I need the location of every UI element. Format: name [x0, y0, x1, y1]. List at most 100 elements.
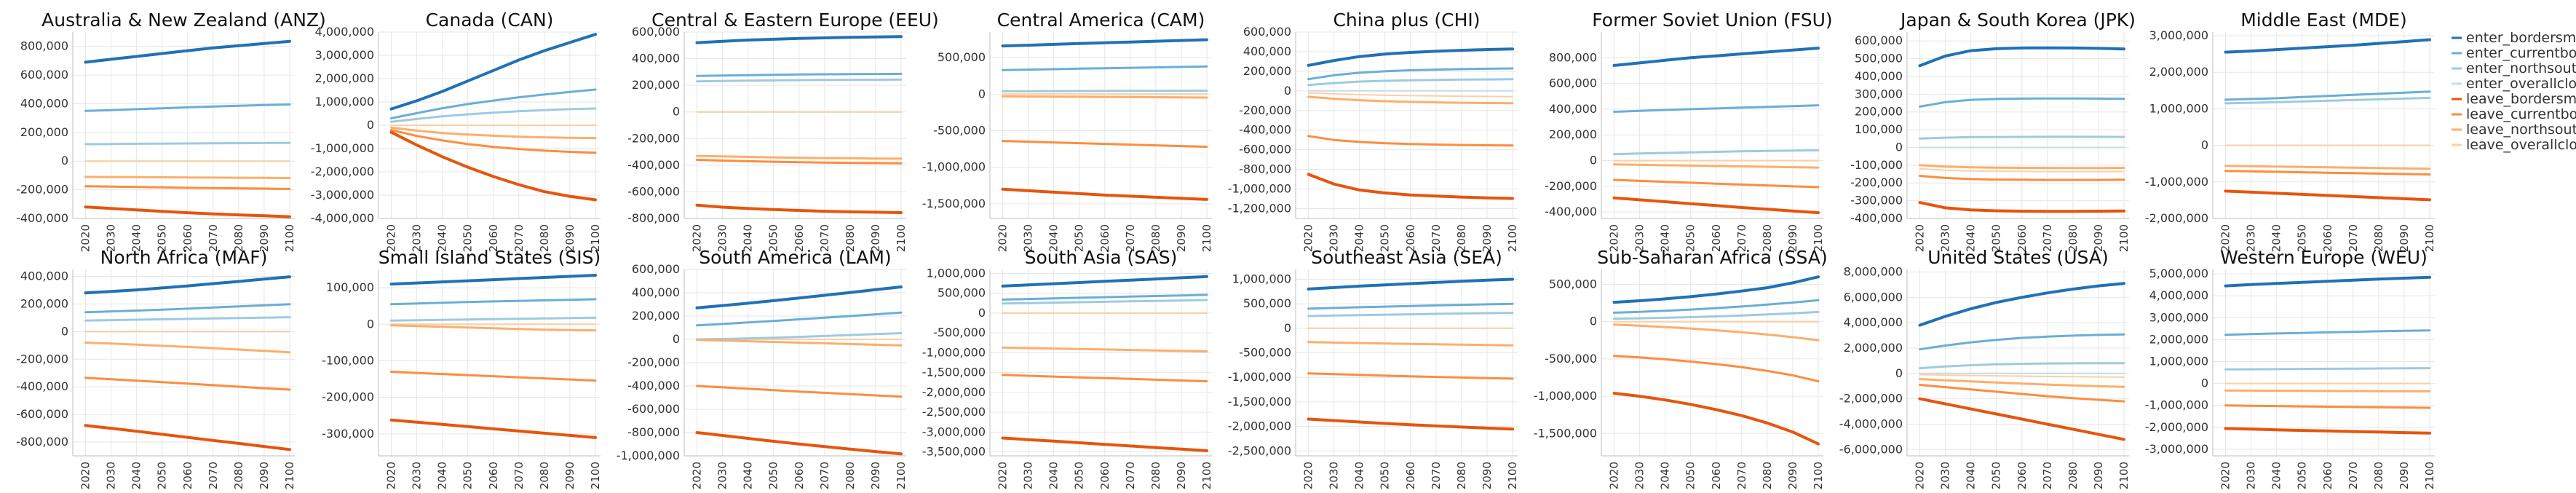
x-tick-label: 2030 [1633, 224, 1646, 252]
y-tick-label: 200,000 [20, 125, 68, 139]
y-tick-label: -500,000 [1545, 352, 1597, 366]
x-tick-label: 2060 [793, 224, 806, 252]
y-tick-label: -2,000,000 [2145, 420, 2208, 434]
x-tick-label: 2100 [589, 462, 602, 489]
x-tick-label: 2050 [1990, 462, 2003, 489]
series-line-leave_bordersmoreopen [1001, 436, 1208, 452]
series-line-enter_currentborders [84, 303, 291, 314]
y-tick-label: 2,000,000 [2149, 332, 2208, 346]
y-tick-label: -1,000,000 [922, 160, 986, 174]
series-line-leave_northsouthclosed [390, 126, 597, 140]
series-line-leave_northsouthclosed [1919, 378, 2125, 388]
y-tick-label: -500,000 [933, 326, 986, 339]
panel-1: Australia & New Zealand (ANZ) -400,000 -20… [16, 9, 326, 252]
x-tick-label: 2070 [1430, 224, 1443, 252]
series-line-leave_northsouthclosed [390, 324, 597, 332]
y-tick-label: -6,000,000 [1839, 442, 1903, 456]
x-tick-label: 2050 [2296, 224, 2309, 252]
series-line-leave_currentborders [1613, 355, 1820, 383]
y-tick-label: 200,000 [632, 78, 680, 92]
series-line-enter_currentborders [1307, 302, 1514, 310]
y-tick-label: -2,000,000 [311, 165, 374, 178]
legend-entry-label: leave_overallclosed [2466, 137, 2576, 153]
series-line-leave_currentborders [84, 185, 291, 190]
panel-7: Japan & South Korea (JPK) -400,000 -300,00… [1850, 9, 2136, 252]
x-tick-label: 2080 [1455, 224, 1468, 252]
y-tick-label: -600,000 [16, 407, 68, 421]
legend-entry-label: enter_currentborders [2466, 45, 2576, 61]
x-tick-label: 2020 [1302, 462, 1315, 489]
y-tick-label: 1,000,000 [1232, 272, 1291, 285]
y-tick-label: 400,000 [632, 285, 680, 299]
series-line-leave_northsouthclosed [2224, 389, 2431, 393]
panel-12: South Asia (SAS) -3,500,000 -3,000,000 -2,5… [922, 247, 1213, 489]
y-tick-label: 0 [2201, 376, 2208, 390]
x-tick-label: 2080 [1455, 462, 1468, 489]
x-tick-label: 2100 [895, 224, 908, 252]
y-tick-label: -1,500,000 [1228, 395, 1291, 409]
x-tick-label: 2090 [563, 462, 576, 489]
y-tick-label: -3,500,000 [922, 445, 986, 459]
x-tick-label: 2070 [1124, 462, 1137, 489]
y-tick-label: -1,000,000 [617, 449, 680, 462]
x-tick-label: 2100 [283, 224, 296, 252]
series-line-enter_bordersmoreopen [695, 35, 903, 44]
y-tick-label: -200,000 [627, 355, 680, 369]
x-tick-label: 2040 [742, 224, 755, 252]
x-tick-label: 2100 [2117, 462, 2131, 489]
x-tick-label: 2070 [818, 462, 831, 489]
panel-6: Former Soviet Union (FSU) -400,000 -200,00… [1545, 9, 1833, 252]
x-tick-label: 2030 [1328, 462, 1341, 489]
panel-10: Small Island States (SIS) -300,000 -200,00… [322, 247, 602, 489]
x-tick-label: 2070 [1735, 462, 1748, 489]
series-line-leave_currentborders [2224, 170, 2431, 176]
x-tick-label: 2050 [767, 224, 780, 252]
y-tick-label: 200,000 [1855, 105, 1903, 119]
x-tick-label: 2050 [1379, 462, 1392, 489]
panel-8: Middle East (MDE) -2,000,000 -1,000,000 0 1,… [2145, 9, 2436, 252]
y-tick-label: -1,500,000 [922, 366, 986, 379]
x-tick-label: 2020 [1914, 224, 1927, 252]
x-tick-label: 2030 [1022, 462, 1035, 489]
y-tick-label: 500,000 [938, 50, 986, 64]
series-line-leave_currentborders [390, 128, 597, 154]
x-tick-label: 2020 [691, 224, 704, 252]
y-tick-label: -200,000 [322, 390, 374, 404]
chart-legend: enter_bordersmoreopenenter_currentborder… [2452, 30, 2576, 153]
x-tick-label: 2050 [1073, 462, 1086, 489]
x-tick-label: 2080 [2066, 462, 2080, 489]
y-tick-label: -3,000,000 [922, 425, 986, 438]
y-tick-label: -1,500,000 [922, 197, 986, 210]
x-tick-label: 2080 [232, 462, 245, 489]
series-line-enter_currentborders [2224, 90, 2431, 101]
series-line-leave_bordersmoreopen [1612, 392, 1820, 446]
x-tick-label: 2090 [1786, 462, 1799, 489]
y-tick-label: -1,000,000 [1228, 182, 1291, 196]
y-tick-label: -1,000,000 [2145, 175, 2208, 189]
y-tick-label: 400,000 [1855, 69, 1903, 83]
x-tick-label: 2020 [996, 462, 1010, 489]
y-tick-label: 600,000 [1243, 25, 1291, 39]
series-line-enter_currentborders [1002, 65, 1208, 71]
series-line-enter_northsouthclosed [1307, 78, 1514, 87]
x-tick-label: 2070 [1735, 224, 1748, 252]
x-tick-label: 2050 [767, 462, 780, 489]
series-line-enter_bordersmoreopen [1307, 277, 1514, 291]
x-tick-label: 2080 [844, 462, 857, 489]
y-tick-label: -1,200,000 [1228, 202, 1291, 216]
series-line-leave_northsouthclosed [1307, 341, 1514, 347]
series-line-leave_northsouthclosed [2224, 165, 2431, 170]
series-line-leave_northsouthclosed [1002, 346, 1208, 352]
y-tick-label: 600,000 [632, 262, 680, 276]
y-tick-label: 200,000 [1549, 127, 1597, 141]
legend-entry-label: enter_northsouthclosed [2466, 60, 2576, 76]
y-tick-label: -800,000 [627, 425, 680, 439]
x-tick-label: 2020 [385, 462, 398, 489]
x-tick-label: 2060 [793, 462, 806, 489]
y-tick-label: 0 [978, 306, 986, 320]
x-tick-label: 2040 [130, 462, 143, 489]
series-line-leave_northsouthclosed [84, 175, 291, 179]
y-tick-label: 500,000 [938, 286, 986, 300]
series-line-enter_bordersmoreopen [389, 274, 597, 286]
y-tick-label: 600,000 [1549, 76, 1597, 90]
